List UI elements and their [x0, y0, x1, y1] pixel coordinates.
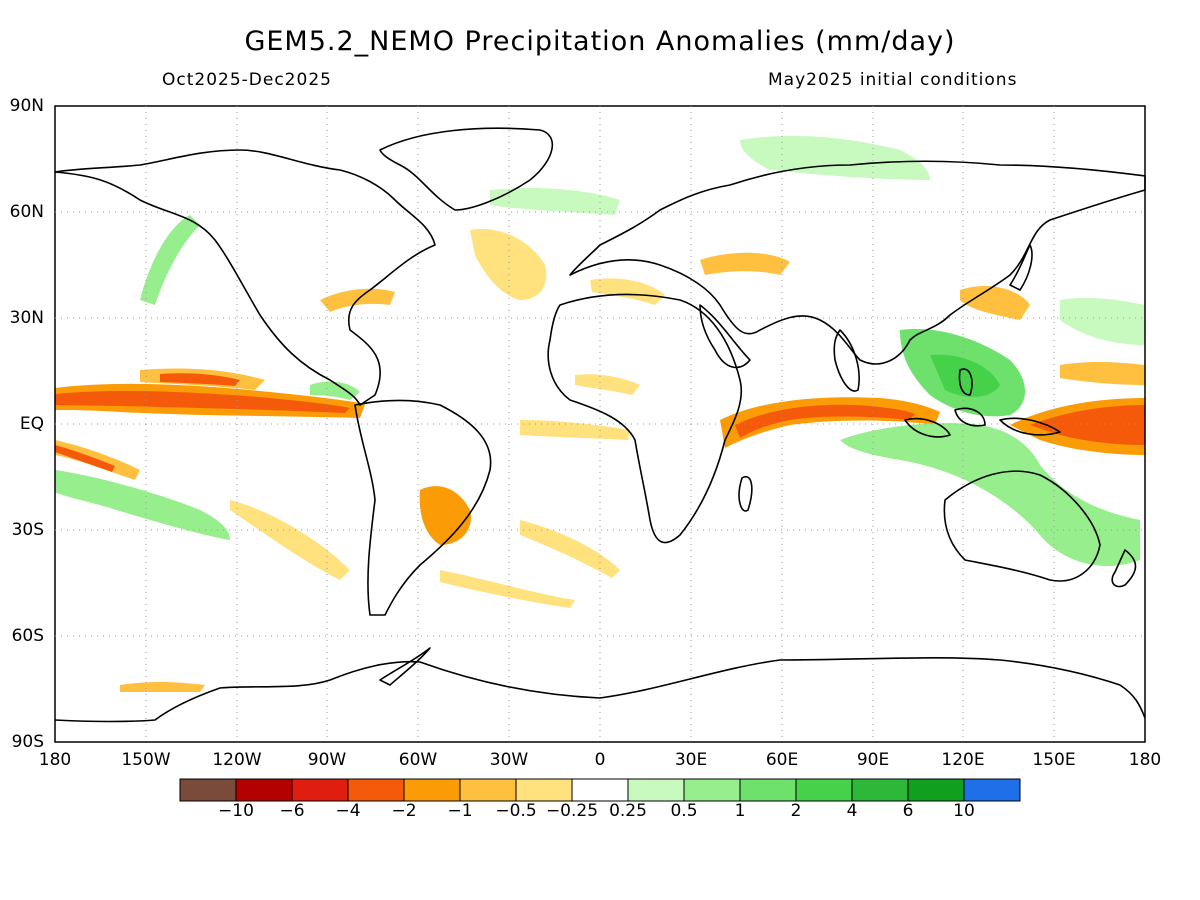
- colorbar-swatch: [851, 778, 909, 802]
- colorbar-label: −1: [447, 801, 473, 821]
- lon-label-180w: 180: [38, 750, 72, 770]
- lon-label-30w: 30W: [489, 750, 529, 770]
- colorbar-swatch: [795, 778, 853, 802]
- colorbar-label: −10: [218, 801, 254, 821]
- lon-label-90e: 90E: [856, 750, 890, 770]
- colorbar-label: 2: [790, 801, 802, 821]
- colorbar-swatch: [627, 778, 685, 802]
- colorbar-swatch: [403, 778, 461, 802]
- colorbar-swatch: [347, 778, 405, 802]
- lat-label-30s: 30S: [11, 520, 44, 540]
- colorbar-swatch: [963, 778, 1021, 802]
- colorbar-label: −6: [279, 801, 305, 821]
- lon-label-120w: 120W: [212, 750, 262, 770]
- lon-label-180e: 180: [1128, 750, 1162, 770]
- lat-label-eq: EQ: [19, 414, 44, 434]
- initial-conditions: May2025 initial conditions: [768, 70, 1018, 90]
- lon-label-60w: 60W: [398, 750, 438, 770]
- lat-label-60s: 60S: [11, 626, 44, 646]
- colorbar-label: 0.25: [609, 801, 647, 821]
- colorbar-label: −0.5: [495, 801, 537, 821]
- lon-label-90w: 90W: [307, 750, 347, 770]
- colorbar-swatch: [515, 778, 573, 802]
- colorbar-swatch: [291, 778, 349, 802]
- lon-label-150e: 150E: [1032, 750, 1076, 770]
- colorbar-swatch: [179, 778, 237, 802]
- colorbar-label: 0.5: [670, 801, 698, 821]
- colorbar-label: −2: [391, 801, 417, 821]
- lat-label-60n: 60N: [9, 202, 44, 222]
- map-title: GEM5.2_NEMO Precipitation Anomalies (mm/…: [244, 26, 956, 57]
- colorbar-label: 10: [953, 801, 975, 821]
- colorbar-label: 1: [734, 801, 746, 821]
- anomaly-shading: [55, 135, 1145, 692]
- lon-label-30e: 30E: [674, 750, 708, 770]
- colorbar-swatch: [683, 778, 741, 802]
- lon-label-120e: 120E: [941, 750, 985, 770]
- lon-label-60e: 60E: [765, 750, 799, 770]
- lon-label-150w: 150W: [121, 750, 171, 770]
- coastlines: [54, 127, 1146, 723]
- colorbar-label: 4: [846, 801, 858, 821]
- forecast-period: Oct2025-Dec2025: [162, 70, 332, 90]
- lat-label-90s: 90S: [11, 732, 44, 752]
- colorbar-swatch: [235, 778, 293, 802]
- colorbar: [179, 778, 1021, 802]
- lon-label-0: 0: [594, 750, 606, 770]
- colorbar-label: −4: [335, 801, 361, 821]
- colorbar-swatch: [459, 778, 517, 802]
- lat-label-90n: 90N: [9, 96, 44, 116]
- colorbar-swatch: [907, 778, 965, 802]
- lat-label-30n: 30N: [9, 308, 44, 328]
- gridlines: [55, 106, 1145, 742]
- colorbar-swatch: [571, 778, 629, 802]
- colorbar-label: −0.25: [545, 801, 599, 821]
- colorbar-label: 6: [902, 801, 914, 821]
- colorbar-swatch: [739, 778, 797, 802]
